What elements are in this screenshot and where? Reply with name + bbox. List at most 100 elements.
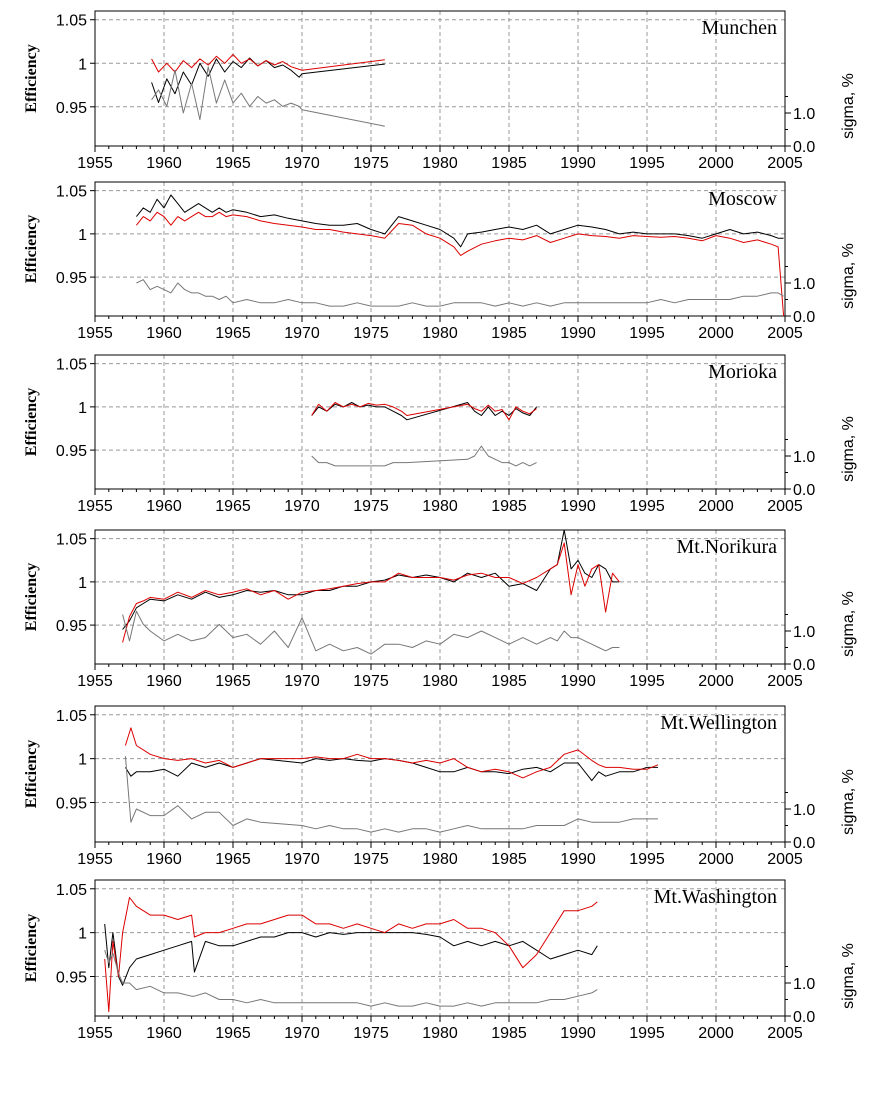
x-tick-label: 1970 — [284, 155, 320, 172]
sigma-line — [124, 756, 658, 833]
x-tick-label: 2000 — [698, 498, 734, 515]
y-axis-label: Efficiency — [23, 740, 40, 808]
efficiency-line-red — [136, 211, 785, 317]
x-tick-label: 2000 — [698, 1025, 734, 1042]
sigma-tick-label: 0.0 — [793, 139, 815, 156]
station-label: Mt.Wellington — [660, 712, 777, 734]
y-tick-label: 0.95 — [56, 796, 87, 813]
x-tick-label: 1955 — [77, 673, 113, 690]
panel-munchen: 1955 1960 1965 1970 1975 1980 1985 1990 1995 2000… — [23, 10, 857, 172]
y-axis-label: Efficiency — [23, 388, 40, 456]
sigma-tick-label: 1.0 — [793, 976, 815, 993]
x-tick-label: 1955 — [77, 851, 113, 868]
x-tick-label: 1990 — [560, 498, 596, 515]
x-tick-label: 1970 — [284, 325, 320, 342]
y-axis-label: Efficiency — [23, 914, 40, 982]
y-tick-label: 0.95 — [56, 618, 87, 635]
sigma-axis-label: sigma, % — [840, 73, 857, 139]
efficiency-line-red — [122, 542, 620, 643]
sigma-axis-label: sigma, % — [840, 769, 857, 835]
x-tick-label: 2000 — [698, 851, 734, 868]
y-tick-label: 1.05 — [56, 357, 87, 374]
x-tick-label: 1965 — [215, 1025, 251, 1042]
x-tick-label: 1980 — [422, 851, 458, 868]
y-axis-label: Efficiency — [23, 563, 40, 631]
y-tick-label: 1.05 — [56, 882, 87, 899]
x-tick-label: 1990 — [560, 1025, 596, 1042]
sigma-line — [311, 445, 537, 467]
y-tick-label: 1.05 — [56, 532, 87, 549]
x-tick-label: 1980 — [422, 325, 458, 342]
x-tick-label: 1960 — [146, 325, 182, 342]
y-tick-label: 0.95 — [56, 270, 87, 287]
x-tick-label: 1985 — [491, 155, 527, 172]
sigma-tick-label: 0.0 — [793, 1009, 815, 1026]
x-tick-label: 1995 — [629, 325, 665, 342]
x-tick-label: 1980 — [422, 673, 458, 690]
x-tick-label: 1965 — [215, 851, 251, 868]
x-tick-label: 1980 — [422, 155, 458, 172]
x-tick-label: 1995 — [629, 851, 665, 868]
sigma-axis-label: sigma, % — [840, 943, 857, 1009]
x-tick-label: 2005 — [767, 1025, 803, 1042]
y-tick-label: 1 — [78, 227, 87, 244]
x-tick-label: 1995 — [629, 155, 665, 172]
x-tick-label: 1975 — [353, 498, 389, 515]
x-tick-label: 1995 — [629, 498, 665, 515]
x-tick-label: 1965 — [215, 325, 251, 342]
y-tick-label: 0.95 — [56, 970, 87, 987]
sigma-axis-label: sigma, % — [840, 243, 857, 309]
panel-mt-washington: 1955 1960 1965 1970 1975 1980 1985 1990 1995 2000… — [23, 879, 857, 1042]
y-tick-label: 0.95 — [56, 100, 87, 117]
y-tick-label: 1.05 — [56, 184, 87, 201]
sigma-line — [122, 610, 620, 655]
x-tick-label: 1980 — [422, 498, 458, 515]
efficiency-line-red — [311, 402, 537, 421]
y-axis-label: Efficiency — [23, 215, 40, 283]
x-tick-label: 1955 — [77, 1025, 113, 1042]
x-tick-label: 1965 — [215, 673, 251, 690]
x-tick-label: 1960 — [146, 1025, 182, 1042]
sigma-tick-label: 0.0 — [793, 482, 815, 499]
sigma-tick-label: 1.0 — [793, 449, 815, 466]
x-tick-label: 2000 — [698, 325, 734, 342]
sigma-tick-label: 0.0 — [793, 835, 815, 852]
sigma-tick-label: 1.0 — [793, 276, 815, 293]
x-tick-label: 2005 — [767, 498, 803, 515]
x-tick-label: 2005 — [767, 673, 803, 690]
x-tick-label: 2005 — [767, 325, 803, 342]
x-tick-label: 1970 — [284, 498, 320, 515]
sigma-tick-label: 0.0 — [793, 657, 815, 674]
efficiency-line-red — [124, 727, 659, 779]
x-tick-label: 1970 — [284, 673, 320, 690]
sigma-line — [151, 66, 385, 127]
x-tick-label: 1985 — [491, 673, 527, 690]
x-tick-label: 1975 — [353, 155, 389, 172]
x-tick-label: 1975 — [353, 1025, 389, 1042]
sigma-line — [104, 949, 598, 1007]
x-tick-label: 1970 — [284, 851, 320, 868]
x-tick-label: 1985 — [491, 498, 527, 515]
x-tick-label: 1990 — [560, 673, 596, 690]
y-tick-label: 1 — [78, 56, 87, 73]
y-tick-label: 1 — [78, 575, 87, 592]
efficiency-line-black — [136, 194, 784, 248]
x-tick-label: 1990 — [560, 155, 596, 172]
x-tick-label: 1985 — [491, 325, 527, 342]
panel-mt-wellington: 1955 1960 1965 1970 1975 1980 1985 1990 1995 2000… — [23, 705, 857, 868]
x-tick-label: 1975 — [353, 851, 389, 868]
x-tick-label: 1990 — [560, 851, 596, 868]
x-tick-label: 2000 — [698, 155, 734, 172]
x-tick-label: 1980 — [422, 1025, 458, 1042]
station-label: Mt.Norikura — [676, 536, 777, 558]
station-label: Munchen — [701, 17, 777, 39]
efficiency-line-red — [104, 897, 598, 1013]
y-axis-label: Efficiency — [23, 44, 40, 112]
efficiency-line-red — [151, 54, 385, 73]
x-tick-label: 1960 — [146, 155, 182, 172]
x-tick-label: 1955 — [77, 498, 113, 515]
sigma-tick-label: 0.0 — [793, 309, 815, 326]
x-tick-label: 1960 — [146, 851, 182, 868]
x-tick-label: 1990 — [560, 325, 596, 342]
x-tick-label: 2005 — [767, 155, 803, 172]
